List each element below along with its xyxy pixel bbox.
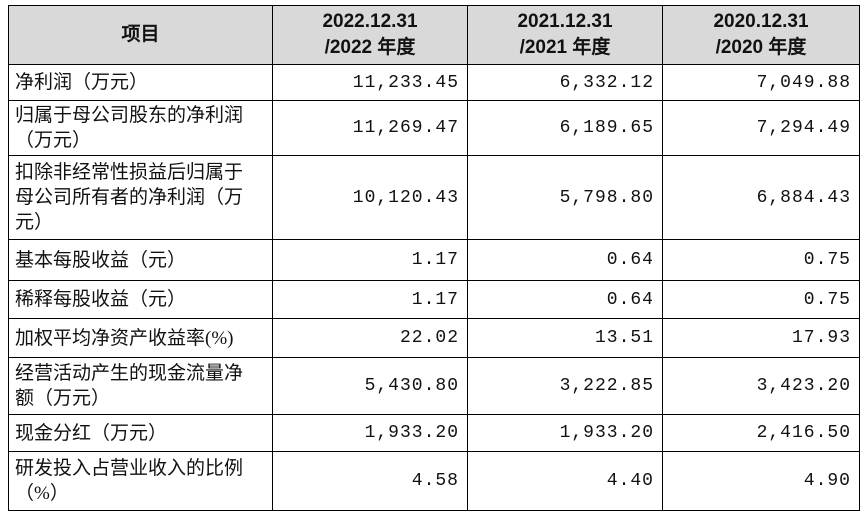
header-date: 2021.12.31 bbox=[517, 11, 613, 32]
cell-value: 11,233.45 bbox=[272, 64, 468, 101]
cell-value: 22.02 bbox=[272, 318, 468, 358]
cell-value: 0.75 bbox=[662, 280, 860, 319]
row-label: 稀释每股收益（元） bbox=[8, 280, 273, 319]
cell-value: 7,049.88 bbox=[662, 64, 860, 101]
cell-value: 4.40 bbox=[467, 451, 663, 511]
row-label: 基本每股收益（元） bbox=[8, 239, 273, 281]
cell-value: 6,189.65 bbox=[467, 100, 663, 156]
cell-value: 13.51 bbox=[467, 318, 663, 358]
cell-value: 4.58 bbox=[272, 451, 468, 511]
cell-value: 2,416.50 bbox=[662, 414, 860, 452]
cell-value: 4.90 bbox=[662, 451, 860, 511]
table-row: 现金分红（万元） 1,933.20 1,933.20 2,416.50 bbox=[8, 414, 860, 452]
cell-value: 7,294.49 bbox=[662, 100, 860, 156]
header-date: 2022.12.31 bbox=[322, 11, 418, 32]
cell-value: 0.75 bbox=[662, 239, 860, 281]
cell-value: 5,798.80 bbox=[467, 155, 663, 240]
table-row: 经营活动产生的现金流量净额（万元） 5,430.80 3,222.85 3,423.2… bbox=[8, 357, 860, 415]
cell-value: 6,332.12 bbox=[467, 64, 663, 101]
row-label: 现金分红（万元） bbox=[8, 414, 273, 452]
row-label: 归属于母公司股东的净利润（万元） bbox=[8, 100, 273, 156]
table-row: 研发投入占营业收入的比例（%） 4.58 4.40 4.90 bbox=[8, 451, 860, 511]
financial-table: 项目 2022.12.31/2022 年度 2021.12.31/2021 年度 2… bbox=[8, 5, 860, 511]
cell-value: 3,222.85 bbox=[467, 357, 663, 415]
header-column: 2022.12.31/2022 年度 bbox=[272, 5, 468, 65]
header-period: /2022 年度 bbox=[324, 37, 416, 58]
table-row: 扣除非经常性损益后归属于母公司所有者的净利润（万元） 10,120.43 5,798… bbox=[8, 155, 860, 240]
header-period: /2020 年度 bbox=[715, 37, 807, 58]
header-period: /2021 年度 bbox=[519, 37, 611, 58]
cell-value: 0.64 bbox=[467, 239, 663, 281]
table-body: 净利润（万元） 11,233.45 6,332.12 7,049.88 归属于母公司股东… bbox=[8, 64, 860, 511]
cell-value: 0.64 bbox=[467, 280, 663, 319]
header-item: 项目 bbox=[8, 5, 273, 65]
header-column: 2021.12.31/2021 年度 bbox=[467, 5, 663, 65]
table-row: 加权平均净资产收益率(%) 22.02 13.51 17.93 bbox=[8, 318, 860, 358]
header-date: 2020.12.31 bbox=[713, 11, 809, 32]
row-label: 扣除非经常性损益后归属于母公司所有者的净利润（万元） bbox=[8, 155, 273, 240]
cell-value: 1.17 bbox=[272, 280, 468, 319]
table-row: 稀释每股收益（元） 1.17 0.64 0.75 bbox=[8, 280, 860, 319]
cell-value: 1,933.20 bbox=[272, 414, 468, 452]
table-row: 净利润（万元） 11,233.45 6,332.12 7,049.88 bbox=[8, 64, 860, 101]
header-column: 2020.12.31/2020 年度 bbox=[662, 5, 860, 65]
row-label: 经营活动产生的现金流量净额（万元） bbox=[8, 357, 273, 415]
table-row: 归属于母公司股东的净利润（万元） 11,269.47 6,189.65 7,294.4… bbox=[8, 100, 860, 156]
cell-value: 5,430.80 bbox=[272, 357, 468, 415]
cell-value: 11,269.47 bbox=[272, 100, 468, 156]
cell-value: 3,423.20 bbox=[662, 357, 860, 415]
header-row: 项目 2022.12.31/2022 年度 2021.12.31/2021 年度 2… bbox=[8, 5, 860, 65]
row-label: 研发投入占营业收入的比例（%） bbox=[8, 451, 273, 511]
cell-value: 1,933.20 bbox=[467, 414, 663, 452]
cell-value: 6,884.43 bbox=[662, 155, 860, 240]
cell-value: 10,120.43 bbox=[272, 155, 468, 240]
row-label: 净利润（万元） bbox=[8, 64, 273, 101]
table-row: 基本每股收益（元） 1.17 0.64 0.75 bbox=[8, 239, 860, 281]
row-label: 加权平均净资产收益率(%) bbox=[8, 318, 273, 358]
cell-value: 17.93 bbox=[662, 318, 860, 358]
cell-value: 1.17 bbox=[272, 239, 468, 281]
